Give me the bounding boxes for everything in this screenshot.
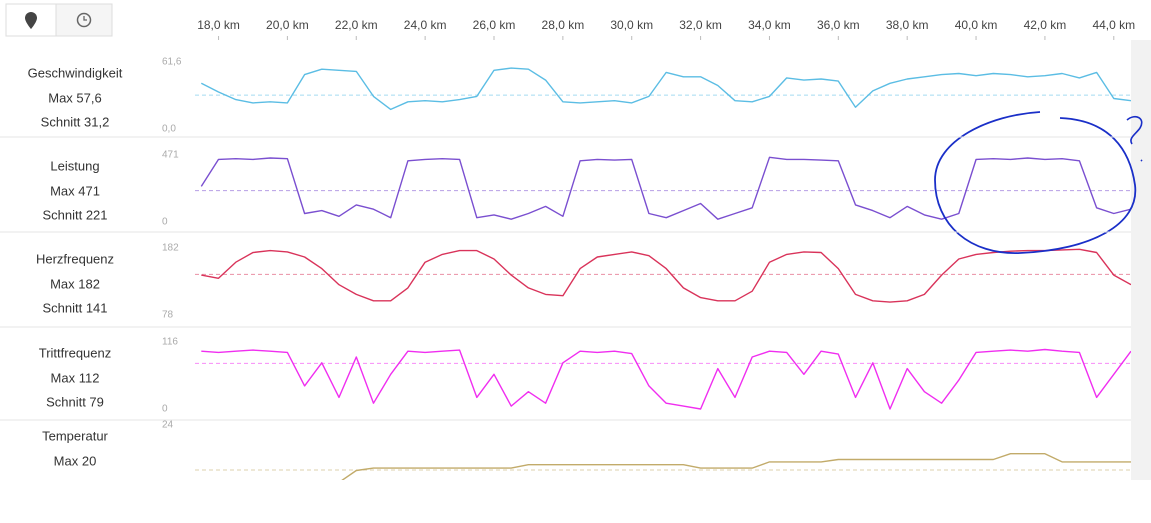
x-tick-label: 18,0 km bbox=[197, 18, 240, 32]
bottom-mask bbox=[0, 480, 1151, 523]
panel-title: Trittfrequenz bbox=[39, 345, 112, 360]
y-tick-label: 0,0 bbox=[162, 124, 176, 135]
y-tick-label: 471 bbox=[162, 150, 179, 161]
panel-title: Herzfrequenz bbox=[36, 251, 114, 266]
panel-title: Temperatur bbox=[42, 428, 108, 443]
data-line bbox=[200, 67, 1131, 111]
x-tick-label: 20,0 km bbox=[266, 18, 309, 32]
y-tick-label: 0 bbox=[162, 404, 168, 415]
clock-icon bbox=[76, 12, 92, 28]
y-tick-label: 61,6 bbox=[162, 57, 182, 68]
annotation bbox=[934, 111, 1143, 254]
panel-title: Leistung bbox=[50, 158, 99, 173]
y-tick-label: 78 bbox=[162, 310, 174, 321]
data-line bbox=[201, 348, 1131, 410]
data-line bbox=[341, 453, 1131, 480]
x-tick-label: 34,0 km bbox=[748, 18, 791, 32]
data-line bbox=[200, 156, 1131, 220]
panel-stat: Max 182 bbox=[50, 276, 100, 291]
panel-stat: Schnitt 221 bbox=[42, 207, 107, 222]
panel-stat: Schnitt 79 bbox=[46, 394, 104, 409]
panel-stat: Max 20 bbox=[54, 453, 97, 468]
x-tick-label: 24,0 km bbox=[404, 18, 447, 32]
x-tick-label: 40,0 km bbox=[955, 18, 998, 32]
annotation-question-mark bbox=[1126, 116, 1143, 162]
y-tick-label: 24 bbox=[162, 420, 174, 431]
x-tick-label: 32,0 km bbox=[679, 18, 722, 32]
plot-area bbox=[195, 67, 1131, 480]
x-tick-label: 28,0 km bbox=[542, 18, 585, 32]
x-tick-label: 26,0 km bbox=[473, 18, 516, 32]
clock-hands bbox=[83, 16, 87, 21]
panel-title: Geschwindigkeit bbox=[28, 65, 123, 80]
panel-stat: Max 57,6 bbox=[48, 90, 101, 105]
panel-stat: Schnitt 141 bbox=[42, 300, 107, 315]
y-tick-label: 116 bbox=[162, 337, 178, 348]
panel-stat: Schnitt 31,2 bbox=[41, 114, 110, 129]
y-tick-label: 182 bbox=[162, 243, 179, 254]
x-tick-label: 36,0 km bbox=[817, 18, 860, 32]
tabs bbox=[5, 3, 113, 37]
data-line bbox=[201, 248, 1131, 303]
panel-stat: Max 112 bbox=[51, 370, 100, 385]
panel-stat: Max 471 bbox=[50, 183, 100, 198]
y-tick-label: 0 bbox=[162, 217, 168, 228]
x-tick-label: 44,0 km bbox=[1092, 18, 1135, 32]
x-tick-label: 22,0 km bbox=[335, 18, 378, 32]
x-tick-label: 30,0 km bbox=[610, 18, 653, 32]
right-strip bbox=[1131, 40, 1151, 480]
pin-icon bbox=[25, 12, 37, 29]
x-tick-label: 42,0 km bbox=[1024, 18, 1067, 32]
annotation-circle bbox=[934, 111, 1137, 254]
x-tick-label: 38,0 km bbox=[886, 18, 929, 32]
